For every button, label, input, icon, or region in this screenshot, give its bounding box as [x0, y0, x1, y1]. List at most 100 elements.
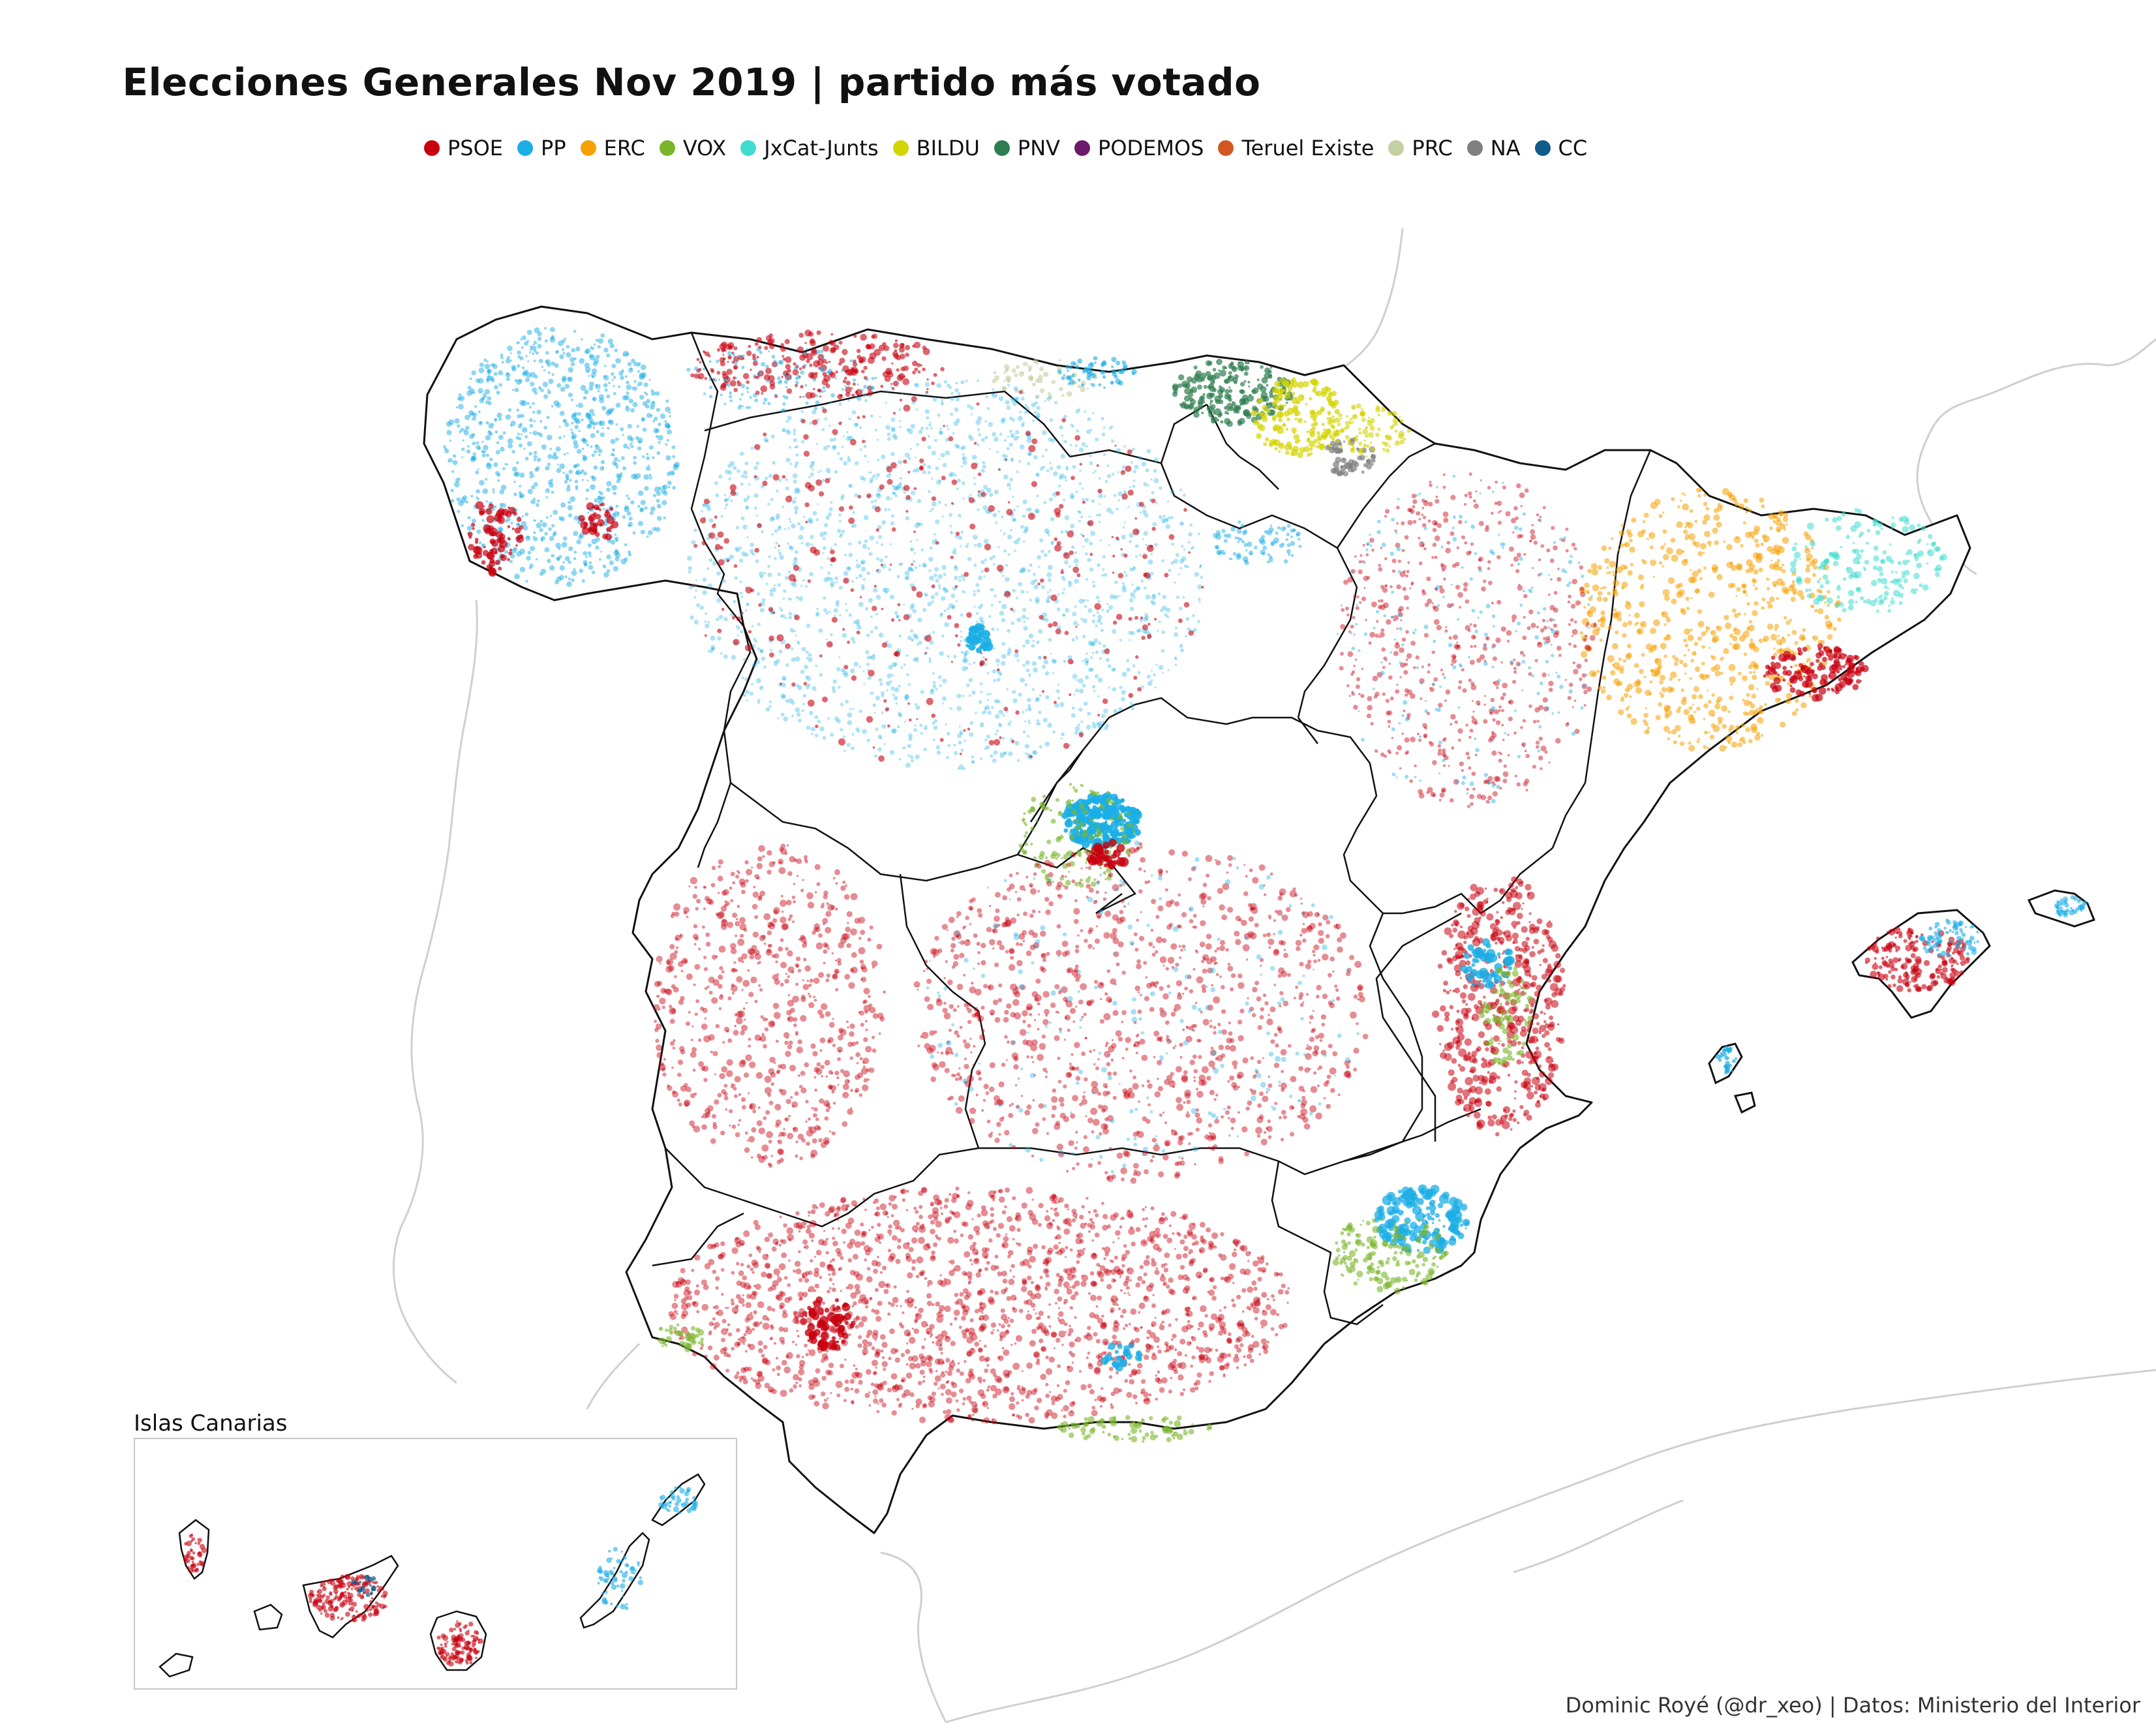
vote-dot	[1806, 564, 1810, 568]
vote-dot	[1072, 566, 1079, 573]
vote-dot	[1361, 470, 1365, 474]
vote-dot	[988, 421, 994, 427]
vote-dot	[1056, 464, 1061, 470]
vote-dot	[891, 362, 894, 365]
vote-dot	[704, 620, 706, 623]
vote-dot	[774, 557, 777, 560]
vote-dot	[520, 338, 523, 341]
vote-dot	[655, 391, 660, 396]
vote-dot	[982, 464, 986, 469]
vote-dot	[555, 446, 561, 452]
vote-dot	[720, 361, 725, 367]
vote-dot	[601, 406, 607, 411]
vote-dot	[569, 357, 575, 363]
vote-dot	[1012, 690, 1016, 694]
vote-dot	[872, 588, 878, 593]
vote-dot	[543, 394, 549, 399]
vote-dot	[987, 632, 990, 635]
vote-dot	[850, 588, 855, 592]
vote-dot	[568, 513, 573, 518]
vote-dot	[1046, 572, 1052, 578]
vote-dot	[1269, 366, 1273, 369]
vote-dot	[923, 564, 927, 568]
vote-dot	[1018, 410, 1022, 414]
vote-dot	[1024, 526, 1029, 531]
vote-dot	[838, 506, 845, 512]
vote-dot	[466, 449, 471, 454]
vote-dot	[973, 593, 977, 597]
vote-dot	[1162, 595, 1166, 600]
vote-dot	[591, 375, 594, 378]
vote-dot	[770, 648, 773, 652]
vote-dot	[488, 568, 497, 577]
vote-dot	[838, 421, 842, 425]
vote-dot	[533, 458, 536, 462]
vote-dot	[866, 655, 872, 660]
vote-dot	[1676, 548, 1683, 556]
vote-dot	[1714, 670, 1721, 676]
vote-dot	[1707, 690, 1709, 692]
vote-dot	[973, 476, 976, 479]
vote-dot	[993, 563, 995, 566]
vote-dot	[1872, 565, 1878, 571]
vote-dot	[539, 519, 543, 523]
vote-dot	[1070, 713, 1076, 718]
vote-dot	[768, 700, 772, 703]
vote-dot	[847, 712, 853, 718]
vote-dot	[1711, 693, 1715, 697]
vote-dot	[467, 516, 471, 520]
vote-dot	[1780, 722, 1786, 728]
vote-dot	[511, 449, 515, 454]
vote-dot	[741, 365, 745, 369]
vote-dot	[888, 665, 893, 670]
vote-dot	[836, 719, 841, 723]
vote-dot	[1127, 449, 1132, 455]
vote-dot	[886, 689, 889, 691]
vote-dot	[1048, 497, 1054, 502]
vote-dot	[650, 506, 656, 512]
vote-dot	[1934, 571, 1940, 577]
vote-dot	[815, 479, 823, 486]
vote-dot	[962, 694, 965, 697]
vote-dot	[1708, 731, 1710, 734]
vote-dot	[509, 560, 513, 564]
vote-dot	[654, 486, 660, 493]
vote-dot	[595, 545, 600, 550]
vote-dot	[687, 556, 692, 561]
vote-dot	[748, 406, 752, 410]
vote-dot	[1678, 589, 1685, 596]
vote-dot	[549, 327, 555, 332]
vote-dot	[1211, 408, 1215, 413]
vote-dot	[1074, 579, 1079, 584]
vote-dot	[739, 398, 742, 401]
vote-dot	[1703, 730, 1708, 735]
vote-dot	[567, 484, 571, 488]
vote-dot	[836, 667, 841, 672]
vote-dot	[806, 725, 811, 730]
vote-dot	[556, 383, 562, 388]
vote-dot	[1098, 503, 1101, 506]
vote-dot	[798, 367, 802, 371]
vote-dot	[1193, 406, 1200, 414]
vote-dot	[588, 561, 592, 564]
vote-dot	[509, 424, 513, 427]
vote-dot	[915, 705, 920, 710]
vote-dot	[733, 466, 737, 470]
vote-dot	[870, 414, 873, 418]
vote-dot	[450, 499, 455, 503]
vote-dot	[588, 526, 598, 536]
vote-dot	[1102, 644, 1106, 648]
vote-dot	[716, 348, 721, 352]
vote-dot	[607, 408, 613, 414]
vote-dot	[1791, 630, 1797, 635]
vote-dot	[997, 510, 1001, 513]
vote-dot	[866, 662, 870, 666]
vote-dot	[1812, 636, 1814, 639]
vote-dot	[1756, 553, 1761, 558]
vote-dot	[1816, 588, 1821, 593]
vote-dot	[611, 485, 617, 491]
vote-dot	[828, 360, 831, 363]
vote-dot	[1151, 498, 1156, 504]
vote-dot	[575, 470, 581, 476]
vote-dot	[805, 401, 809, 405]
